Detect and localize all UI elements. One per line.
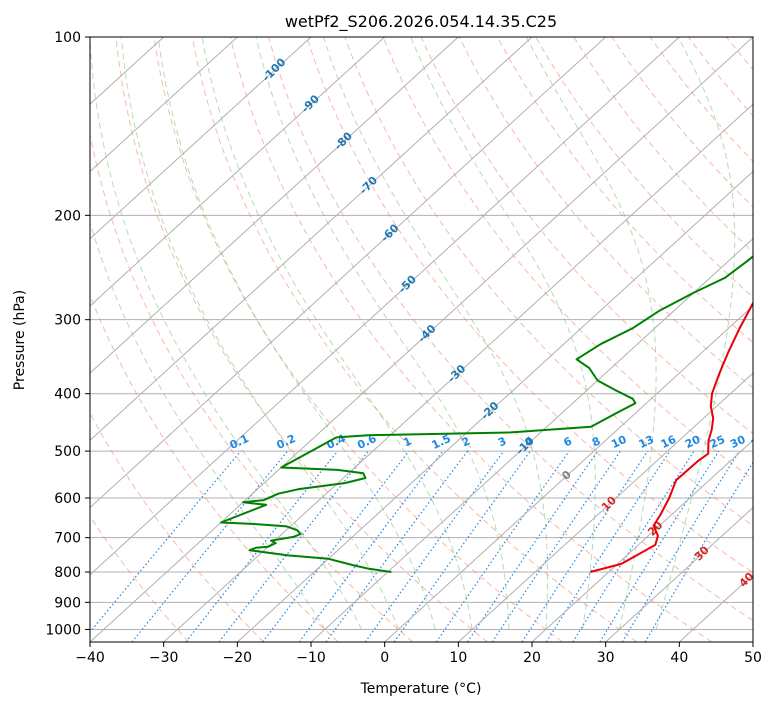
dry-adiabat: [496, 37, 753, 344]
isotherm-line: [752, 641, 753, 642]
dry-adiabat: [268, 37, 753, 622]
dry-adiabat: [90, 515, 190, 642]
y-tick-label: 600: [54, 491, 81, 507]
mixing-ratio-line: [298, 450, 444, 642]
x-tick-label: −20: [223, 650, 253, 666]
chart-title: wetPf2_S206.2026.054.14.35.C25: [285, 12, 557, 32]
x-tick-label: −10: [296, 650, 326, 666]
isotherm-line: [90, 37, 459, 374]
y-tick-label: 100: [54, 30, 81, 46]
isotherm-line: [236, 170, 753, 642]
x-tick-label: −40: [75, 650, 105, 666]
y-tick-label: 1000: [45, 622, 81, 638]
x-axis-label: Temperature (°C): [360, 681, 482, 697]
dry-adiabat: [306, 37, 753, 574]
moist-adiabat: [201, 37, 473, 630]
mixing-ratio-line: [545, 450, 671, 642]
y-tick-label: 300: [54, 313, 81, 329]
dry-adiabat: [382, 37, 753, 481]
y-tick-label: 700: [54, 531, 81, 547]
moist-adiabat: [655, 37, 736, 630]
mixing-ratio-label: 16: [659, 433, 679, 451]
y-axis-label: Pressure (hPa): [12, 290, 28, 390]
isotherm-line: [531, 439, 753, 642]
mixing-ratio-line: [435, 450, 570, 642]
mixing-ratio-line: [262, 450, 410, 642]
y-tick-label: 900: [54, 595, 81, 611]
isotherm-line: [90, 37, 312, 240]
mixing-ratio-line: [491, 450, 621, 642]
moist-adiabat: [120, 37, 399, 630]
y-axis-ticks: 100 200 300 400 500 600 700 800 900 1000: [45, 30, 90, 638]
moist-adiabat: [525, 37, 657, 630]
mixing-ratio-label: 30: [728, 433, 748, 451]
isotherm-line: [90, 37, 753, 642]
isotherm-line: [457, 372, 753, 642]
isotherm-line: [90, 37, 680, 576]
dewpoint-profile-line: [219, 255, 753, 573]
plot-frame: [89, 36, 754, 643]
x-tick-label: −30: [149, 650, 179, 666]
mixing-ratio-line: [621, 450, 740, 642]
x-axis-ticks: −40 −30 −20 −10 0 10 20 30 40 50: [75, 642, 762, 666]
dry-adiabat: [535, 37, 753, 298]
moist-adiabat: [255, 37, 510, 630]
isotherm-line: [90, 37, 607, 509]
x-tick-label: 20: [523, 650, 541, 666]
x-tick-label: 0: [380, 650, 389, 666]
temperature-profile-line: [590, 301, 753, 573]
mixing-ratio-line: [325, 450, 468, 642]
isotherm-line: [384, 305, 753, 642]
moist-adiabats: [90, 37, 736, 630]
profile-series: [219, 255, 753, 573]
moist-adiabat: [157, 37, 436, 630]
isotherm-line: [90, 37, 386, 307]
moist-adiabat: [90, 37, 363, 630]
isotherms: [90, 37, 753, 642]
mixing-ratio-label: 13: [637, 433, 656, 451]
y-tick-label: 400: [54, 387, 81, 403]
x-tick-label: 30: [597, 650, 615, 666]
gridlines: [90, 37, 753, 630]
y-tick-label: 800: [54, 565, 81, 581]
mixing-ratio-line: [90, 450, 242, 633]
dry-adiabat: [765, 37, 775, 642]
dry-adiabat: [115, 37, 488, 642]
isotherm-line: [605, 506, 753, 642]
isotherm-line: [90, 37, 238, 173]
isotherm-line: [90, 37, 533, 442]
mixing-ratio-line: [185, 450, 339, 642]
mixing-ratio-label: 10: [609, 433, 629, 451]
moist-adiabat: [410, 37, 596, 630]
moist-adiabat: [323, 37, 548, 630]
mixing-ratio-line: [521, 450, 649, 642]
dry-adiabat: [191, 37, 638, 642]
isotherm-line: [310, 237, 753, 642]
mixing-ratio-label: 25: [708, 433, 727, 451]
x-tick-label: 10: [449, 650, 467, 666]
mixing-ratio-line: [131, 450, 289, 642]
x-tick-label: 50: [744, 650, 762, 666]
dry-adiabat: [90, 131, 414, 642]
y-tick-label: 200: [54, 208, 81, 224]
mixing-ratio-label: 36: [749, 433, 769, 451]
mixing-ratio-line: [364, 450, 505, 642]
dry-adiabat: [153, 37, 563, 642]
x-tick-label: 40: [670, 650, 688, 666]
y-tick-label: 500: [54, 444, 81, 460]
mixing-ratio-line: [466, 450, 599, 642]
dry-adiabat: [90, 412, 264, 642]
mixing-ratio-label: 20: [683, 433, 703, 451]
